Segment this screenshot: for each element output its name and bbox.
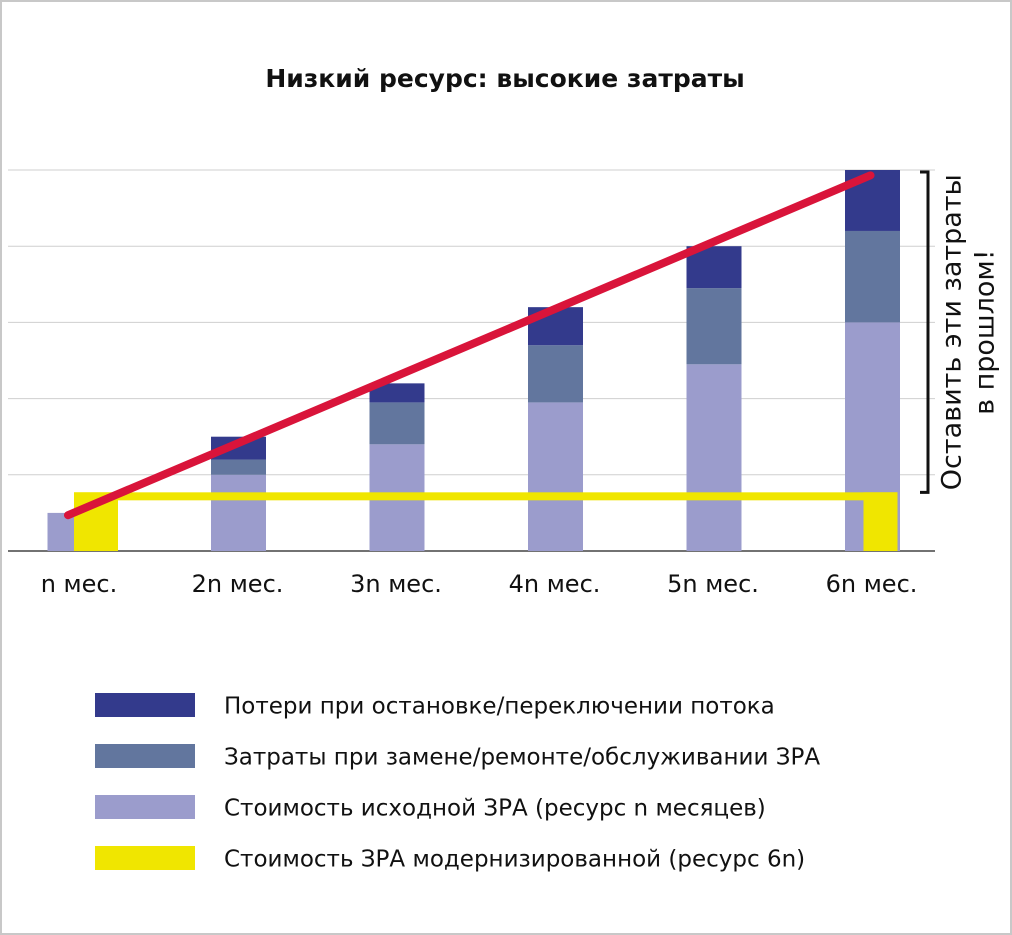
legend-swatch [95, 744, 195, 768]
annotation: Оставить эти затраты в прошлом! [937, 174, 1001, 490]
legend-label: Потери при остановке/переключении потока [224, 694, 775, 720]
overlay-connector [74, 492, 898, 501]
bar-segment [369, 383, 425, 403]
legend-swatch [95, 795, 195, 819]
annotation-line: Оставить эти затраты [937, 174, 968, 490]
bar-segment [528, 345, 583, 403]
legend-swatch [95, 693, 195, 717]
x-tick-label: 3n мес. [350, 570, 442, 598]
chart-title: Низкий ресурс: высокие затраты [265, 64, 744, 93]
x-tick-label: n мес. [41, 570, 118, 598]
bar-segment [47, 512, 75, 551]
x-tick-label: 4n мес. [509, 570, 601, 598]
bar-segment [369, 402, 425, 445]
bar-segment [686, 364, 742, 551]
trend-line [64, 171, 875, 520]
x-tick-label: 5n мес. [667, 570, 759, 598]
bar-segment [211, 459, 266, 475]
legend-label: Стоимость ЗРА модернизированной (ресурс … [224, 847, 805, 873]
bar-segment [211, 474, 266, 551]
legend-swatch [95, 846, 195, 870]
bar-segment [211, 436, 266, 460]
bracket [920, 170, 930, 494]
bar-segment [528, 402, 583, 551]
x-tick-label: 6n мес. [826, 570, 918, 598]
x-tick-label: 2n мес. [192, 570, 284, 598]
overlay-bar [863, 492, 898, 551]
annotation-line: в прошлом! [970, 249, 1001, 414]
bar-segment [845, 230, 900, 323]
legend-label: Стоимость исходной ЗРА (ресурс n месяцев… [224, 796, 766, 822]
legend-label: Затраты при замене/ремонте/обслуживании … [224, 745, 820, 771]
bar-segment [686, 288, 742, 365]
